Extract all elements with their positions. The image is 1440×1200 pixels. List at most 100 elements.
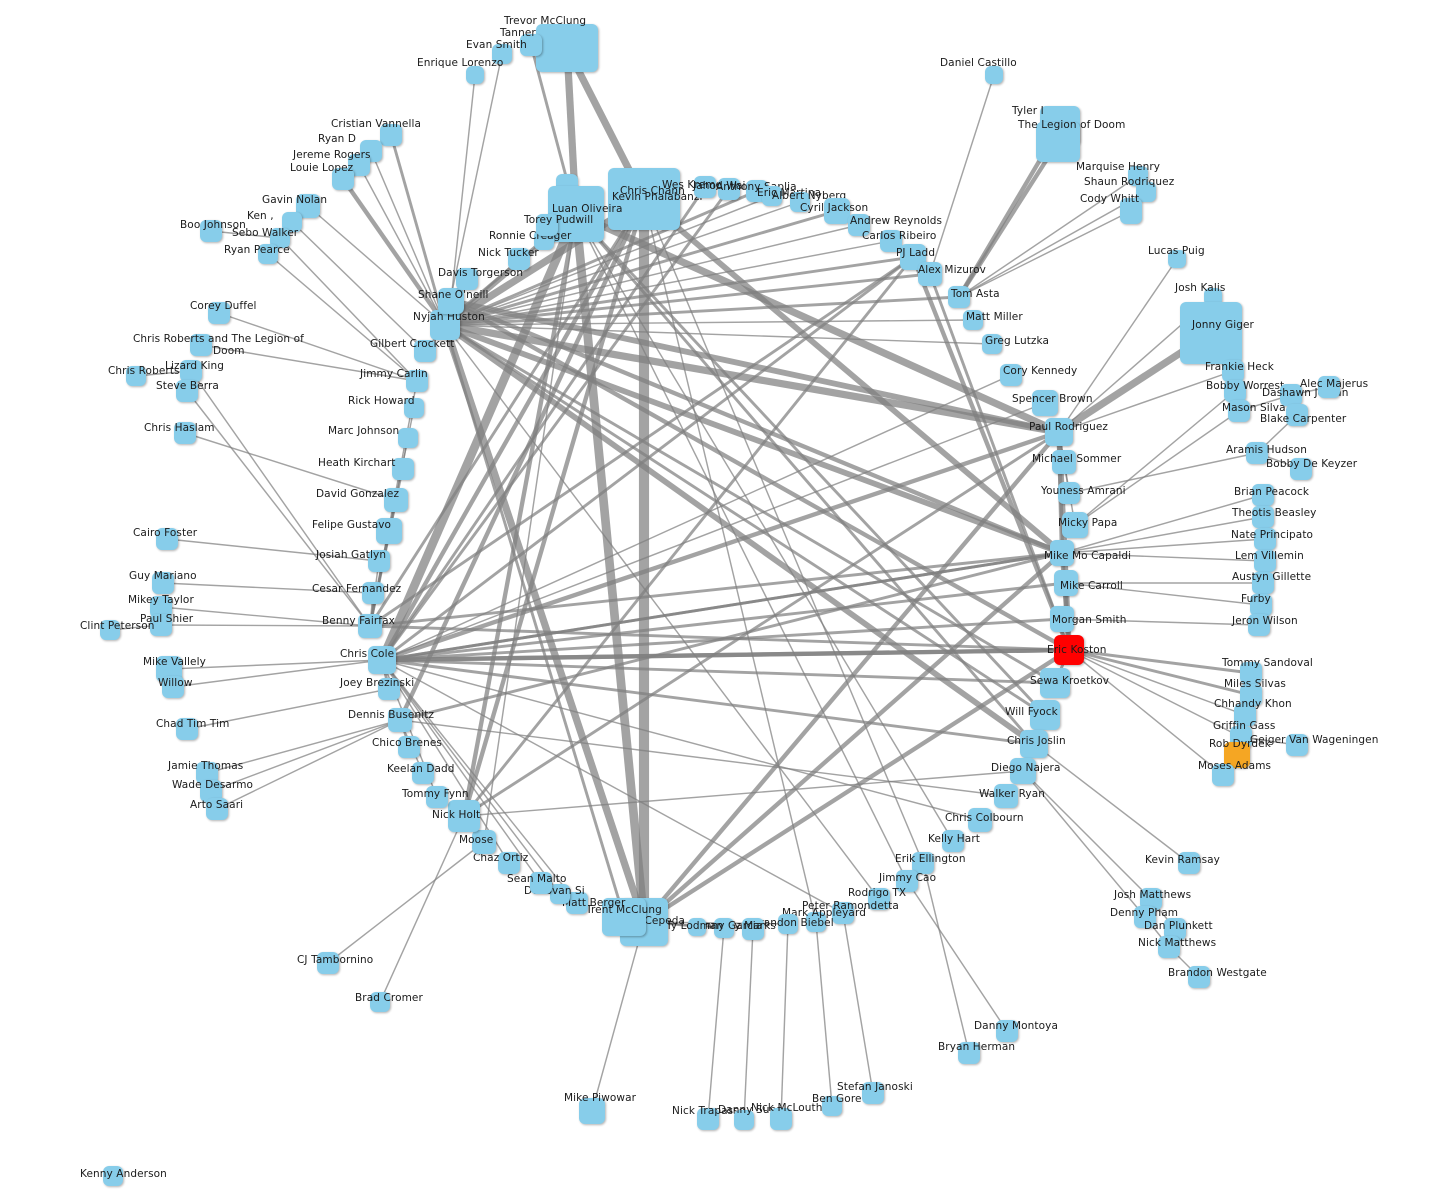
graph-node[interactable]	[126, 366, 146, 386]
graph-node[interactable]	[896, 870, 918, 892]
graph-node[interactable]	[472, 830, 496, 854]
graph-node[interactable]	[1234, 704, 1256, 726]
graph-node[interactable]	[448, 800, 480, 832]
graph-node[interactable]	[762, 186, 782, 206]
graph-node[interactable]	[868, 888, 890, 910]
graph-node[interactable]	[190, 334, 212, 356]
graph-node[interactable]	[1188, 966, 1210, 988]
graph-node[interactable]	[848, 214, 870, 236]
graph-node[interactable]	[380, 124, 402, 146]
graph-node[interactable]	[790, 192, 810, 212]
graph-node[interactable]	[270, 228, 290, 248]
graph-node[interactable]	[392, 458, 414, 480]
graph-node[interactable]	[530, 872, 552, 894]
graph-node[interactable]	[180, 360, 202, 382]
graph-node[interactable]	[176, 718, 198, 740]
graph-node[interactable]	[550, 884, 570, 904]
graph-node[interactable]	[1140, 888, 1162, 910]
graph-node[interactable]	[1240, 662, 1262, 684]
graph-node[interactable]	[152, 572, 174, 594]
graph-node[interactable]	[1164, 918, 1186, 940]
graph-node[interactable]	[426, 786, 448, 808]
graph-node[interactable]	[1252, 506, 1274, 528]
graph-node[interactable]	[208, 302, 230, 324]
graph-node[interactable]	[982, 334, 1002, 354]
graph-node[interactable]	[376, 518, 402, 544]
graph-node[interactable]	[1036, 122, 1080, 162]
graph-node[interactable]	[368, 550, 390, 572]
graph-node[interactable]	[824, 198, 850, 224]
graph-node[interactable]	[176, 380, 198, 402]
graph-node[interactable]	[1128, 166, 1148, 186]
graph-node[interactable]	[162, 676, 184, 698]
graph-node[interactable]	[370, 992, 390, 1012]
graph-node[interactable]	[822, 1096, 842, 1116]
graph-node[interactable]	[1032, 390, 1058, 416]
graph-node[interactable]	[912, 852, 934, 874]
graph-node[interactable]	[1062, 512, 1088, 538]
graph-node[interactable]	[742, 918, 764, 940]
graph-node[interactable]	[100, 620, 120, 640]
graph-node[interactable]	[1252, 572, 1274, 594]
graph-node[interactable]	[388, 708, 412, 732]
graph-node[interactable]	[968, 808, 992, 832]
graph-node[interactable]	[1254, 528, 1276, 550]
graph-node[interactable]	[1228, 400, 1250, 422]
graph-node[interactable]	[404, 398, 424, 418]
graph-node[interactable]	[1030, 700, 1060, 730]
graph-node[interactable]	[718, 178, 740, 200]
graph-node[interactable]	[536, 24, 598, 72]
graph-node[interactable]	[1224, 380, 1246, 402]
graph-node[interactable]	[492, 44, 512, 64]
graph-node[interactable]	[456, 268, 478, 290]
graph-node[interactable]	[694, 176, 716, 198]
graph-node[interactable]	[358, 614, 382, 638]
graph-node[interactable]	[832, 902, 854, 924]
graph-node[interactable]	[332, 168, 354, 190]
graph-node[interactable]	[1045, 418, 1073, 446]
graph-node[interactable]	[1010, 758, 1036, 784]
graph-node[interactable]	[996, 1020, 1018, 1042]
graph-node[interactable]	[688, 918, 706, 936]
graph-node[interactable]	[498, 852, 520, 874]
graph-node[interactable]	[103, 1166, 123, 1186]
graph-node[interactable]	[1222, 360, 1244, 382]
graph-node[interactable]	[1178, 852, 1200, 874]
graph-node[interactable]	[1136, 182, 1156, 202]
graph-node[interactable]	[963, 310, 983, 330]
graph-node[interactable]	[398, 736, 420, 758]
graph-node[interactable]	[1286, 404, 1308, 426]
graph-node[interactable]	[1224, 742, 1250, 768]
graph-node[interactable]	[282, 212, 302, 232]
graph-node[interactable]	[1240, 684, 1262, 706]
graph-node[interactable]	[258, 244, 278, 264]
graph-node[interactable]	[150, 614, 172, 636]
graph-node[interactable]	[200, 780, 222, 802]
graph-node[interactable]	[466, 66, 484, 84]
graph-node[interactable]	[1050, 606, 1074, 632]
graph-node[interactable]	[206, 798, 228, 820]
graph-node[interactable]	[174, 422, 196, 444]
graph-node[interactable]	[806, 912, 826, 932]
graph-node[interactable]	[1246, 442, 1268, 464]
graph-node[interactable]	[602, 898, 646, 936]
graph-node[interactable]	[1120, 198, 1142, 224]
graph-node[interactable]	[1204, 288, 1222, 306]
graph-node[interactable]	[1134, 906, 1156, 928]
graph-node[interactable]	[398, 428, 418, 448]
graph-node[interactable]	[1280, 384, 1302, 406]
graph-node[interactable]	[414, 340, 436, 362]
graph-node[interactable]	[697, 1108, 719, 1130]
graph-node[interactable]	[1250, 594, 1272, 616]
graph-node[interactable]	[384, 488, 408, 512]
graph-node[interactable]	[608, 168, 680, 230]
graph-node[interactable]	[1318, 376, 1340, 398]
graph-node[interactable]	[948, 286, 970, 308]
graph-node[interactable]	[1290, 458, 1312, 480]
graph-node[interactable]	[200, 220, 222, 242]
graph-node[interactable]	[1254, 550, 1276, 572]
graph-node[interactable]	[942, 830, 964, 852]
graph-node[interactable]	[508, 248, 530, 270]
graph-node[interactable]	[1058, 482, 1080, 504]
